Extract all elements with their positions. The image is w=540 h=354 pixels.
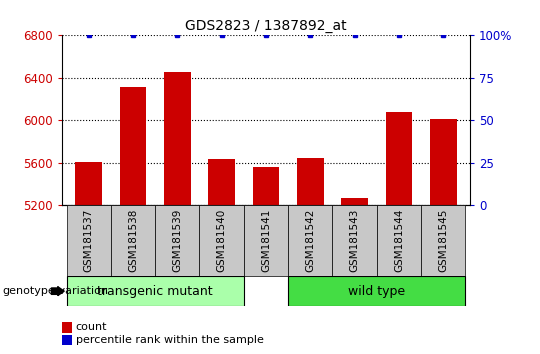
Bar xyxy=(244,205,288,276)
Text: wild type: wild type xyxy=(348,285,406,298)
Bar xyxy=(155,205,199,276)
Bar xyxy=(66,276,244,306)
Bar xyxy=(333,205,377,276)
Bar xyxy=(208,159,235,205)
Bar xyxy=(386,112,412,205)
Bar xyxy=(253,167,279,205)
Bar xyxy=(377,205,421,276)
Text: transgenic mutant: transgenic mutant xyxy=(97,285,213,298)
Title: GDS2823 / 1387892_at: GDS2823 / 1387892_at xyxy=(185,19,347,33)
Text: count: count xyxy=(76,322,107,332)
Text: GSM181539: GSM181539 xyxy=(172,209,183,273)
Bar xyxy=(297,158,323,205)
Text: genotype/variation: genotype/variation xyxy=(3,286,109,296)
Bar xyxy=(288,276,465,306)
Bar xyxy=(341,198,368,205)
Text: percentile rank within the sample: percentile rank within the sample xyxy=(76,335,264,345)
Text: GSM181542: GSM181542 xyxy=(305,209,315,273)
Text: GSM181540: GSM181540 xyxy=(217,209,227,272)
Bar xyxy=(120,87,146,205)
Text: GSM181538: GSM181538 xyxy=(128,209,138,273)
Bar xyxy=(164,72,191,205)
Text: GSM181541: GSM181541 xyxy=(261,209,271,273)
Bar xyxy=(76,162,102,205)
Text: GSM181544: GSM181544 xyxy=(394,209,404,273)
Text: GSM181537: GSM181537 xyxy=(84,209,93,273)
Bar xyxy=(111,205,155,276)
Bar xyxy=(430,119,456,205)
Bar xyxy=(66,205,111,276)
Text: GSM181543: GSM181543 xyxy=(349,209,360,273)
Text: GSM181545: GSM181545 xyxy=(438,209,448,273)
Bar xyxy=(199,205,244,276)
Bar xyxy=(288,205,333,276)
Bar xyxy=(421,205,465,276)
